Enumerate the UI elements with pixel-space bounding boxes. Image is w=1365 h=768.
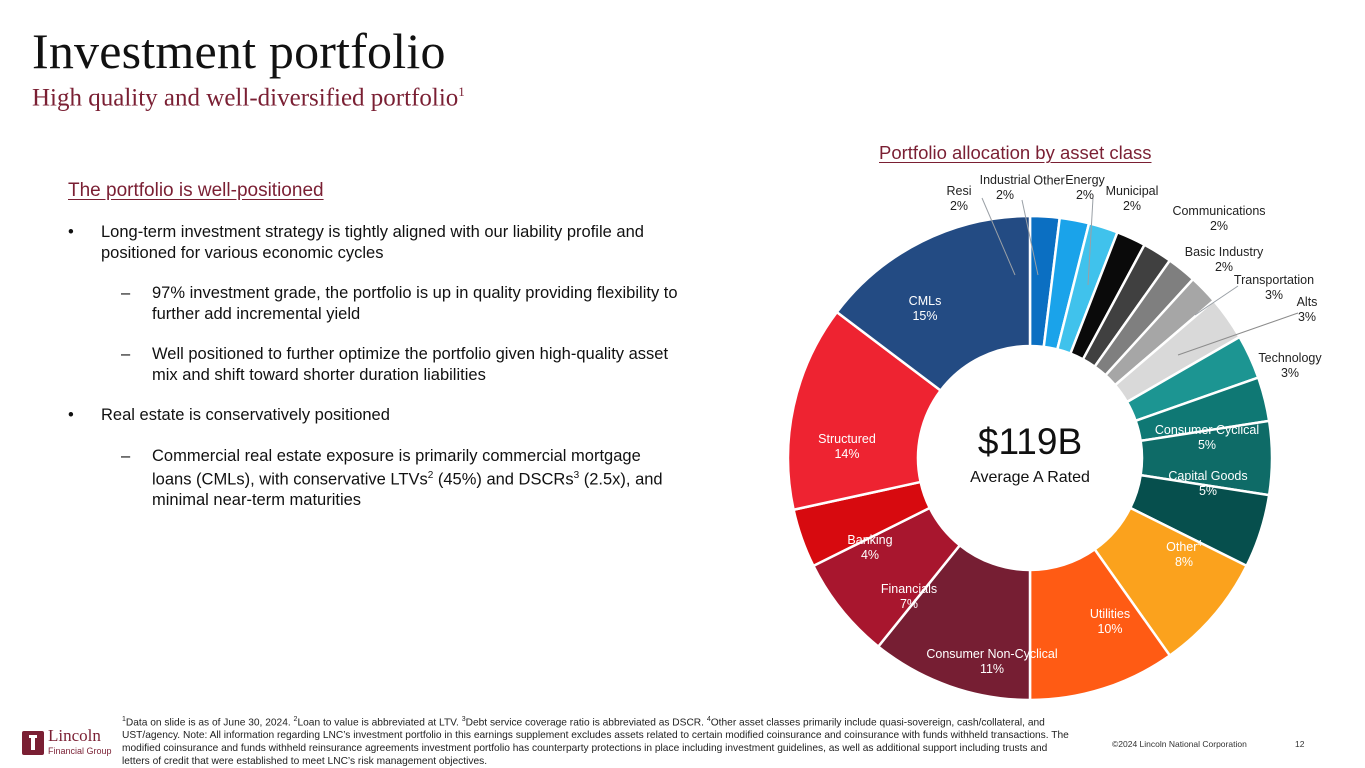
sub-bullet-item: Well positioned to further optimize the …	[68, 344, 678, 385]
slice-label-name: Alts	[1296, 295, 1318, 309]
sub-bullet-item: Commercial real estate exposure is prima…	[68, 446, 678, 511]
footnote-marker: 2	[427, 470, 434, 481]
page-subtitle: High quality and well-diversified portfo…	[32, 84, 465, 112]
bullet-item: Long-term investment strategy is tightly…	[68, 222, 678, 263]
slice-label-name: Technology	[1258, 351, 1322, 365]
slice-label-name: Banking	[847, 533, 893, 547]
center-value: $119B	[977, 421, 1083, 462]
company-logo: Lincoln Financial Group	[20, 726, 116, 762]
slice-label: Basic Industry 2%	[1185, 245, 1264, 275]
slice-label-value: 4%	[860, 548, 880, 562]
slice-label-value: 2%	[995, 188, 1015, 202]
slice-label-name: Other	[1166, 540, 1198, 555]
slice-label-name: Utilities	[1089, 607, 1131, 621]
page-title: Investment portfolio	[32, 23, 446, 79]
slice-label-name: Communications	[1172, 204, 1266, 218]
copyright: ©2024 Lincoln National Corporation	[1112, 739, 1247, 749]
slice-label-value: 2%	[1214, 260, 1234, 274]
footnote-text: Other asset classes primarily include qu…	[122, 717, 1069, 768]
slice-label: Consumer Non-Cyclical 11%	[926, 647, 1057, 677]
slice-label: Resi 2%	[946, 184, 971, 214]
slice-label: CMLs 15%	[909, 294, 942, 324]
footnote-text: Debt service coverage ratio is abbreviat…	[465, 717, 707, 729]
section-heading: The portfolio is well-positioned	[68, 180, 324, 201]
slice-label-value: 5%	[1197, 438, 1217, 452]
slice-label: Financials 7%	[881, 582, 937, 612]
slice-label-name: Municipal	[1105, 184, 1159, 198]
slice-label: Communications 2%	[1172, 204, 1265, 234]
leader-line	[1021, 199, 1039, 276]
slice-label-name: Consumer Cyclical	[1154, 423, 1260, 437]
slice-label-name: Basic Industry	[1184, 245, 1264, 259]
leader-line	[981, 197, 1016, 276]
slice-label-value: 15%	[912, 309, 938, 323]
sub-bullet-text: Commercial real estate exposure is prima…	[152, 446, 641, 489]
footnote: 1Data on slide is as of June 30, 2024. 2…	[122, 713, 1077, 768]
page-number: 12	[1295, 739, 1305, 749]
slice-label-name: Resi	[946, 184, 972, 198]
footnote-marker: 4	[1197, 538, 1202, 548]
slice-label-name: Consumer Non-Cyclical	[926, 647, 1058, 661]
slice-label: Utilities 10%	[1090, 607, 1130, 637]
logo-group: Financial Group	[48, 746, 112, 756]
slice-label: Energy 2%	[1065, 173, 1105, 203]
slice-label: Transportation 3%	[1234, 273, 1314, 303]
slice-label: Alts 3%	[1297, 295, 1318, 325]
footnote-marker: 1	[122, 716, 126, 723]
slice-label-value: 10%	[1097, 622, 1123, 636]
slice-label-name: CMLs	[908, 294, 942, 308]
slice-label: Other4 8%	[1166, 536, 1202, 570]
slice-label: Structured 14%	[818, 432, 876, 462]
slice-label-value: 2%	[949, 199, 969, 213]
slice-label-value: 2%	[1122, 199, 1142, 213]
bullet-list: Long-term investment strategy is tightly…	[68, 222, 678, 531]
footnote-text: Data on slide is as of June 30, 2024.	[125, 717, 294, 729]
slice-label: Consumer Cyclical 5%	[1155, 423, 1259, 453]
footnote-marker: 3	[573, 470, 580, 481]
footnote-marker: 2	[293, 716, 298, 723]
sub-bullet-item: 97% investment grade, the portfolio is u…	[68, 283, 678, 324]
slice-label-value: 3%	[1280, 366, 1300, 380]
lincoln-logo-icon	[22, 731, 44, 755]
sub-bullet-text: (2.5x), and minimal near-term maturities	[152, 470, 663, 510]
slice-label-value: 3%	[1264, 288, 1284, 302]
leader-line	[1194, 285, 1239, 316]
slice-label: Other	[1033, 174, 1064, 189]
slice-label-name: Capital Goods	[1168, 469, 1248, 483]
slice-label-value: 3%	[1297, 310, 1317, 324]
slice-label: Municipal 2%	[1106, 184, 1159, 214]
slice-label-value: 2%	[1209, 219, 1229, 233]
slice-label: Banking 4%	[847, 533, 892, 563]
slice-label-name: Energy	[1065, 173, 1105, 187]
slice-label: Technology 3%	[1258, 351, 1321, 381]
slice-label-value: 14%	[834, 447, 860, 461]
slice-label-name: Other	[1033, 173, 1065, 188]
chart-title: Portfolio allocation by asset class	[879, 142, 1152, 163]
slice-structured-17	[786, 310, 943, 512]
footnote-marker: 3	[461, 716, 466, 723]
slice-label-value: 11%	[979, 662, 1005, 676]
slice-label-value: 5%	[1198, 484, 1218, 498]
slice-cmls-18	[835, 214, 1032, 393]
leader-line	[1177, 312, 1299, 356]
footnote-text: Loan to value is abbreviated at LTV.	[297, 717, 462, 729]
footnote-marker: 4	[706, 716, 711, 723]
slice-label-value: 7%	[899, 597, 919, 611]
slice-label-name: Structured	[818, 432, 876, 446]
sub-bullet-text: (45%) and DSCRs	[433, 470, 574, 489]
subtitle-footnote-marker: 1	[458, 84, 465, 99]
slice-label-name: Industrial	[979, 173, 1031, 187]
slice-label-value: 2%	[1075, 188, 1095, 202]
slice-label-name: Financials	[880, 582, 938, 596]
leader-line	[1087, 197, 1094, 286]
subtitle-text: High quality and well-diversified portfo…	[32, 84, 459, 112]
center-label: Average A Rated	[970, 469, 1090, 486]
slice-label-value: 8%	[1174, 555, 1194, 570]
slice-label-name: Transportation	[1233, 273, 1315, 287]
slice-label: Industrial 2%	[980, 173, 1031, 203]
slice-label: Capital Goods 5%	[1168, 469, 1247, 499]
bullet-item: Real estate is conservatively positioned	[68, 405, 678, 426]
logo-name: Lincoln	[48, 726, 101, 745]
